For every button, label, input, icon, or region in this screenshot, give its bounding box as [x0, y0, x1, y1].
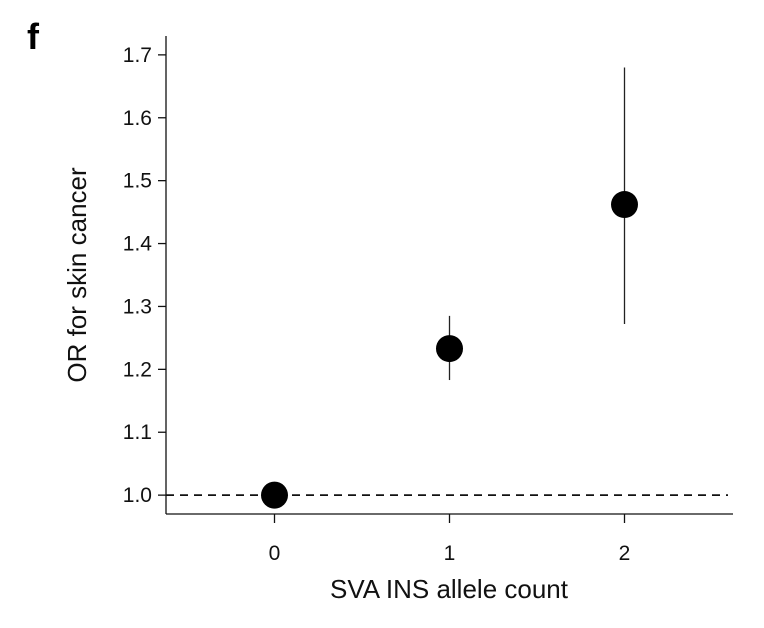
y-tick-label: 1.6	[123, 107, 152, 130]
data-point-1	[436, 335, 463, 363]
x-axis-title: SVA INS allele count	[330, 574, 569, 604]
y-axis-title: OR for skin cancer	[62, 167, 92, 383]
panel-label: f	[27, 16, 40, 57]
data-point-2	[611, 191, 638, 219]
y-tick-label: 1.7	[123, 44, 152, 67]
y-tick-label: 1.0	[123, 484, 152, 507]
y-tick-label: 1.1	[123, 421, 152, 444]
y-tick-label: 1.3	[123, 295, 152, 318]
x-tick-label: 2	[619, 542, 631, 565]
y-tick-label: 1.5	[123, 170, 152, 193]
x-tick-label: 1	[444, 542, 456, 565]
y-tick-label: 1.2	[123, 358, 152, 381]
axes: 1.0 1.1 1.2 1.3 1.4 1.5 1.6 1.7 0 1 2	[123, 36, 733, 565]
data-marks	[261, 67, 638, 509]
data-point-0	[261, 481, 288, 509]
x-tick-label: 0	[269, 542, 281, 565]
y-tick-label: 1.4	[123, 233, 153, 256]
